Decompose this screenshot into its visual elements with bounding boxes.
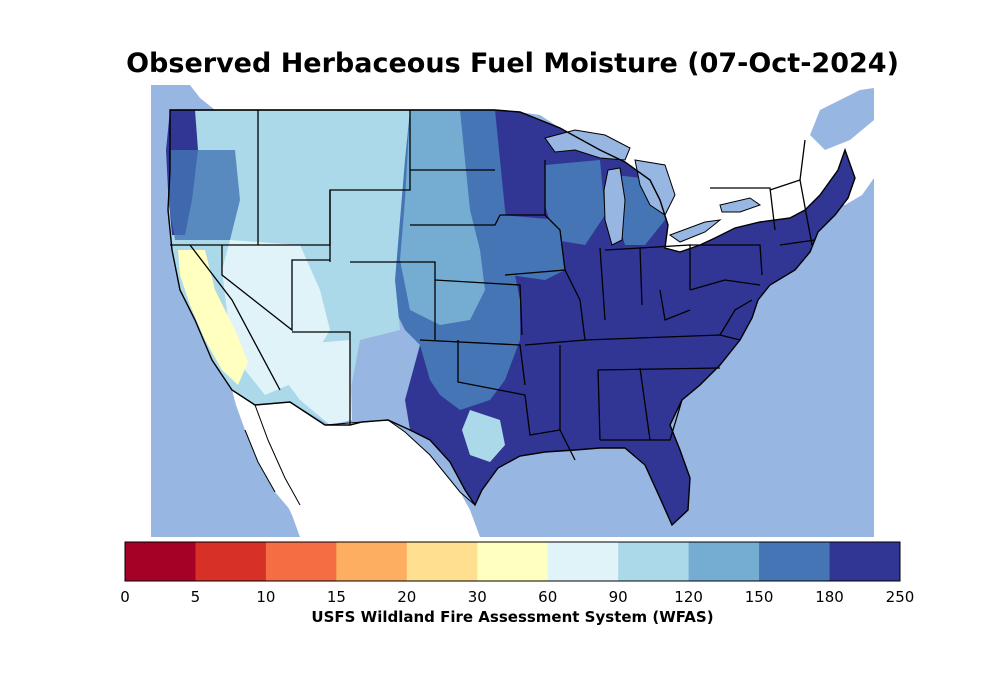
colorbar-swatch [759, 542, 831, 581]
canada-land [190, 85, 874, 252]
colorbar-tick-label: 20 [397, 588, 417, 606]
mexico-land [252, 402, 480, 537]
colorbar-tick-label: 0 [120, 588, 130, 606]
colorbar-tick-label: 120 [674, 588, 703, 606]
colorbar-tick-label: 150 [744, 588, 774, 606]
colorbar-swatch [195, 542, 267, 581]
colorbar-tick-label: 5 [190, 588, 201, 606]
us-land-texas-light [462, 410, 505, 462]
lake-ontario [719, 197, 762, 213]
us-outline [167, 109, 856, 527]
colorbar-tick-label: 60 [538, 588, 558, 606]
colorbar-tick-label: 10 [256, 588, 276, 606]
colorbar-label: USFS Wildland Fire Assessment System (WF… [311, 608, 714, 626]
moisture-map [151, 85, 874, 537]
lake-superior [544, 129, 631, 161]
us-land-southwest-pale [285, 340, 352, 425]
colorbar-tick-label: 180 [815, 588, 844, 606]
colorbar-tick-label: 15 [326, 588, 346, 606]
colorbar-swatch [406, 542, 478, 581]
mexico-border [254, 401, 476, 506]
colorbar-swatch [265, 542, 337, 581]
colorbar [124, 541, 901, 582]
colorbar-swatch [547, 542, 619, 581]
colorbar-tick-label: 250 [885, 588, 915, 606]
colorbar-swatch [125, 542, 196, 581]
colorbar-swatch [477, 542, 549, 581]
colorbar-swatch [688, 542, 760, 581]
map-title: Observed Herbaceous Fuel Moisture (07-Oc… [126, 48, 899, 79]
us-land-plains-lighter [400, 110, 485, 325]
baja-land [232, 390, 300, 512]
colorbar-swatch [336, 542, 408, 581]
us-land-oregon-blue [168, 150, 240, 240]
lake-erie [668, 219, 722, 243]
us-land-east [405, 110, 855, 525]
baja-outline [231, 389, 301, 506]
colorbar-tick-label: 30 [467, 588, 487, 606]
colorbar-swatch [829, 542, 901, 581]
colorbar-tick-label: 90 [608, 588, 628, 606]
colorbar-swatch [618, 542, 690, 581]
lake-michigan [603, 167, 626, 246]
us-land-california-yellow [178, 250, 248, 385]
hudson-bay-edge [810, 88, 874, 150]
us-land-iowa-mid [500, 215, 565, 280]
